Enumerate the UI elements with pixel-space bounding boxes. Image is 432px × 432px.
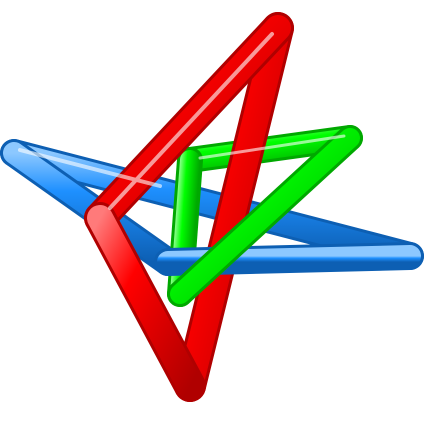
green-triangle-front — [167, 125, 363, 307]
highlights — [18, 32, 346, 210]
red-triangle-back — [174, 12, 294, 402]
